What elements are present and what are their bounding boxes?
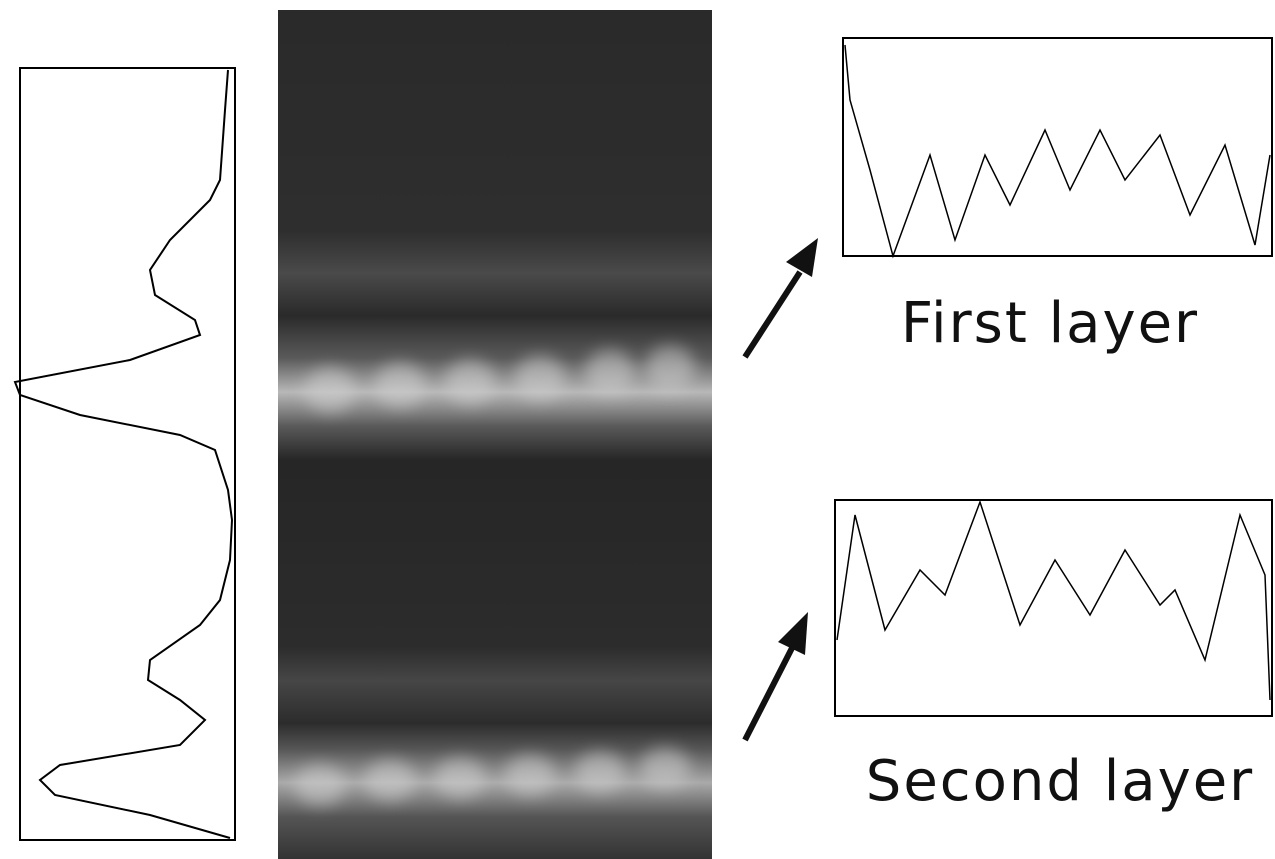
- profile-box: [843, 38, 1272, 256]
- panel-label: First layer: [901, 291, 1199, 356]
- profile-box: [835, 500, 1272, 716]
- micrograph: [278, 10, 712, 859]
- profile-box: [20, 68, 235, 840]
- figure: First layer Second layer: [0, 0, 1275, 859]
- arrow: [745, 648, 792, 740]
- arrow: [745, 272, 800, 357]
- panel-label: Second layer: [866, 749, 1254, 814]
- arrow-head: [786, 238, 818, 277]
- arrow-head: [778, 612, 808, 655]
